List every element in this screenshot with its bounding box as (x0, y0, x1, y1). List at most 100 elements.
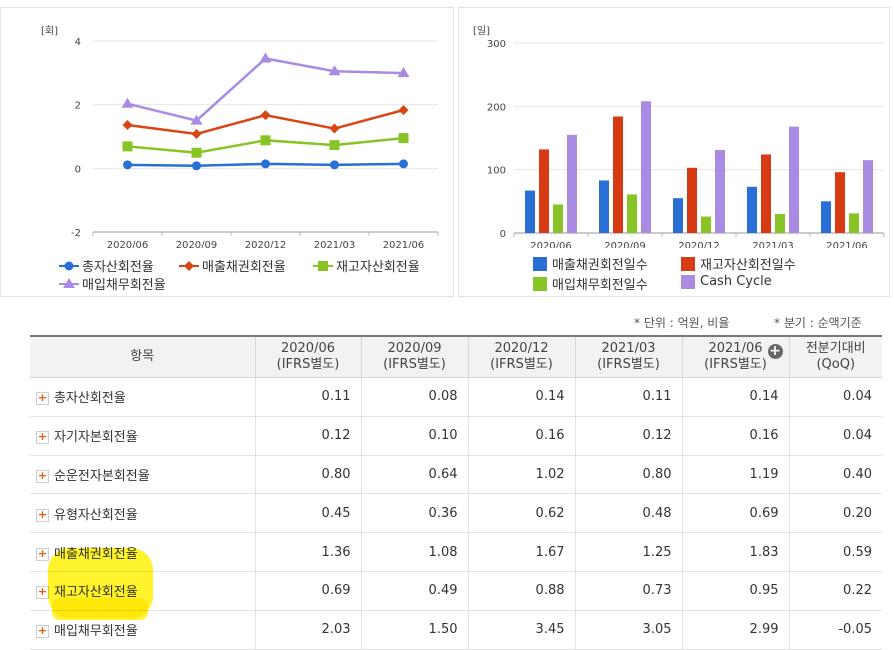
period-label: 2020/12 (494, 341, 549, 356)
bar (687, 167, 697, 233)
table-row: + 순운전자본회전율 0.80 0.64 1.02 0.80 1.19 0.40 (30, 455, 882, 495)
qoq-cell: -0.05 (788, 610, 882, 650)
legend-swatch-icon (681, 256, 695, 271)
data-point (329, 123, 340, 134)
value-cell: 1.36 (254, 532, 361, 572)
data-point (261, 159, 270, 169)
value-cell: 0.12 (574, 416, 682, 456)
qoq-cell: 0.40 (788, 455, 882, 495)
y-tick-label: 2 (75, 101, 81, 112)
expand-row-icon[interactable]: + (36, 624, 49, 639)
legend-item[interactable]: 매출채권회전일수 (533, 254, 648, 273)
legend-label: 총자산회전율 (82, 260, 154, 275)
bar (567, 134, 577, 233)
legend-item[interactable]: 총자산회전율 (59, 256, 154, 275)
table-row: + 총자산회전율 0.11 0.08 0.14 0.11 0.14 0.04 (30, 377, 882, 417)
row-label-cell: + 총자산회전율 (30, 377, 255, 417)
basis-label: (IFRS별도) (704, 357, 767, 372)
row-label: 자기자본회전율 (54, 430, 138, 446)
period-label: 2021/06 (708, 341, 763, 356)
data-point (121, 97, 134, 108)
value-cell: 0.80 (254, 455, 361, 495)
expand-columns-icon[interactable]: + (767, 343, 783, 359)
legend-item[interactable]: 매입채무회전일수 (533, 274, 648, 293)
value-cell: 1.08 (360, 532, 468, 572)
legend-item[interactable]: 재고자산회전일수 (681, 254, 796, 273)
row-label-cell: + 유형자산회전율 (30, 493, 255, 534)
x-tick-label: 2021/06 (826, 241, 868, 248)
x-tick-label: 2021/03 (314, 240, 356, 248)
qoq-cell: 0.04 (788, 377, 882, 417)
table-body: + 총자산회전율 0.11 0.08 0.14 0.11 0.14 0.04 + 자기자본회전율 0… (30, 377, 882, 650)
row-label: 매입채무회전율 (54, 624, 138, 640)
row-label: 순운전자본회전율 (54, 468, 150, 484)
bar (641, 101, 651, 234)
value-cell: 0.36 (360, 493, 468, 534)
row-label-cell: + 자기자본회전율 (30, 416, 255, 456)
table-header-row: 항목 2020/06 (IFRS별도) 2020/09 (IFRS별도) 2020/… (30, 335, 882, 378)
legend-item[interactable]: Cash Cycle (681, 274, 772, 289)
x-tick-label: 2020/12 (678, 241, 720, 248)
y-tick-label: 4 (75, 37, 81, 48)
value-cell: 3.05 (574, 610, 682, 650)
value-cell: 0.45 (254, 493, 361, 534)
value-cell: 0.10 (360, 416, 468, 456)
bar (599, 180, 609, 233)
qoq-cell: 0.22 (788, 571, 882, 611)
value-cell: 0.11 (574, 377, 682, 417)
bar (821, 201, 831, 233)
bar (789, 126, 799, 233)
qoq-cell: 0.59 (788, 532, 882, 572)
bar (835, 172, 845, 233)
table-row: + 매입채무회전율 2.03 1.50 3.45 3.05 2.99 -0.05 (30, 610, 882, 650)
turnover-ratio-line-chart: [회] 4 2 0 -2 2020/06 2020/09 2020/12 2021/03 2021… (41, 25, 439, 248)
value-cell: 0.16 (467, 416, 575, 456)
value-cell: 1.50 (360, 610, 468, 650)
legend-item[interactable]: 매출채권회전율 (179, 256, 286, 275)
row-label-cell: + 순운전자본회전율 (30, 455, 255, 495)
value-cell: 1.19 (681, 455, 789, 495)
bar (525, 190, 535, 233)
expand-row-icon[interactable]: + (36, 468, 49, 483)
expand-row-icon[interactable]: + (36, 546, 49, 561)
data-point (191, 128, 202, 139)
legend-item[interactable]: 매입채무회전율 (59, 274, 166, 293)
bar (613, 116, 623, 233)
period-label: 2020/06 (280, 341, 335, 356)
value-cell: 0.48 (574, 493, 682, 534)
y-tick-label: 200 (487, 102, 506, 113)
value-cell: 0.73 (574, 571, 682, 611)
expand-row-icon[interactable]: + (36, 391, 49, 406)
x-tick-label: 2021/06 (383, 240, 425, 248)
data-point (192, 161, 201, 171)
legend-item[interactable]: 재고자산회전율 (313, 256, 420, 275)
legend-swatch-icon (533, 276, 547, 291)
row-label: 총자산회전율 (54, 391, 126, 407)
y-axis-unit-label: [회] (41, 25, 58, 37)
period-label: 2020/09 (387, 341, 442, 356)
header-period: 2020/06 (IFRS별도) (254, 335, 361, 378)
legend-label: 매입채무회전율 (82, 278, 166, 293)
data-point (122, 141, 133, 152)
value-cell: 0.49 (360, 571, 468, 611)
data-point (260, 110, 271, 121)
table-row: + 자기자본회전율 0.12 0.10 0.16 0.12 0.16 0.04 (30, 416, 882, 456)
data-point (260, 135, 271, 146)
header-period: 2020/12 (IFRS별도) (467, 335, 575, 378)
expand-row-icon[interactable]: + (36, 507, 49, 522)
qoq-cell: 0.20 (788, 493, 882, 534)
value-cell: 0.11 (254, 377, 361, 417)
data-point (329, 140, 340, 151)
value-cell: 0.64 (360, 455, 468, 495)
value-cell: 1.83 (681, 532, 789, 572)
legend-swatch-icon (681, 274, 695, 289)
basis-label: (IFRS별도) (276, 357, 340, 372)
table-row: +매출채권회전율1.361.081.671.251.830.59 (30, 532, 882, 572)
y-tick-label: 100 (487, 166, 506, 177)
expand-row-icon[interactable]: + (36, 430, 49, 445)
value-cell: 0.95 (681, 571, 789, 611)
bar (761, 154, 771, 233)
yellow-highlight-mark (52, 598, 148, 620)
bar (747, 186, 757, 233)
